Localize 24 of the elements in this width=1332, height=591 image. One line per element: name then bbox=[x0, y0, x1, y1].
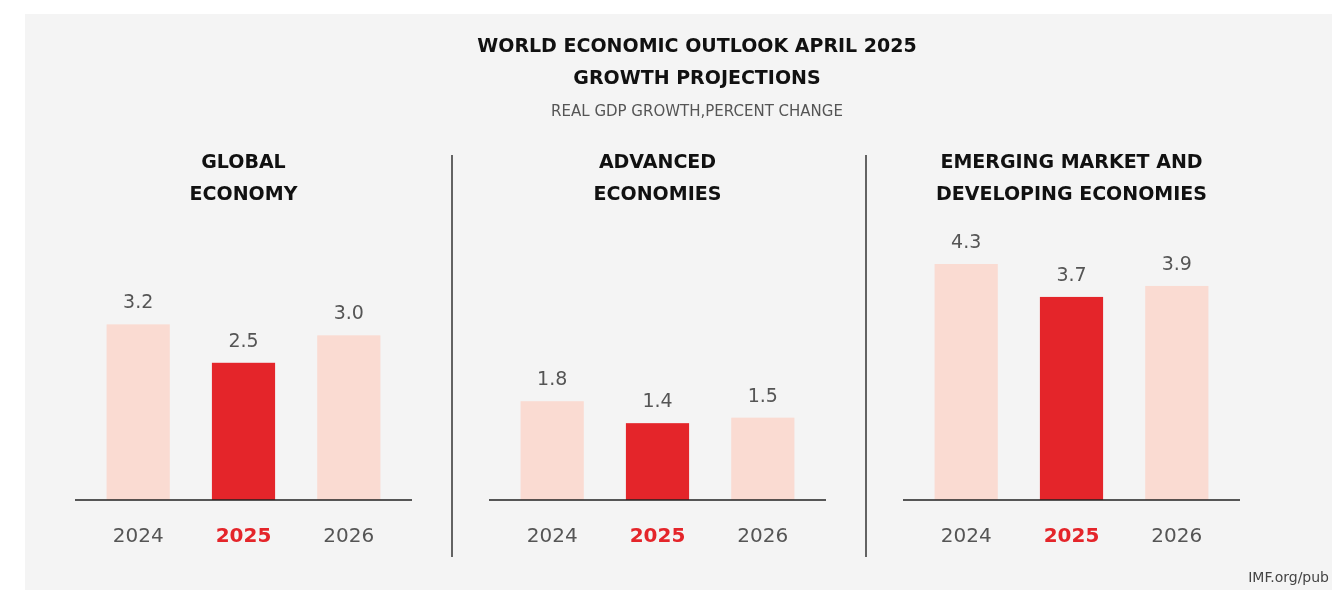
data-label: 4.3 bbox=[951, 230, 982, 252]
data-label: 3.7 bbox=[1056, 262, 1087, 285]
data-label: 1.4 bbox=[642, 389, 673, 412]
text: REAL GDP GROWTH,PERCENT CHANGE bbox=[551, 102, 843, 120]
x-tick-label: 2024 bbox=[940, 523, 992, 547]
x-tick-label: 2025 bbox=[1043, 523, 1100, 547]
data-label: 2.5 bbox=[228, 328, 259, 351]
x-tick-label: 2026 bbox=[1151, 523, 1203, 547]
x-tick-label: 2024 bbox=[112, 523, 164, 547]
x-tick-label: 2026 bbox=[323, 523, 375, 547]
chart-title: GLOBAL ECONOMY bbox=[189, 150, 298, 204]
x-tick-label: 2024 bbox=[526, 523, 578, 547]
data-label: 3.2 bbox=[123, 290, 154, 313]
data-label: 3.9 bbox=[1161, 251, 1192, 274]
x-tick-label: 2025 bbox=[215, 523, 272, 547]
x-tick-label: 2025 bbox=[629, 523, 686, 547]
data-label: 3.0 bbox=[333, 301, 364, 324]
text: WORLD ECONOMIC OUTLOOK APRIL 2025 GROWTH PROJECTIONS bbox=[477, 34, 917, 88]
text: IMF.org/pub bbox=[1248, 569, 1330, 585]
x-tick-label: 2026 bbox=[737, 523, 789, 547]
data-label: 1.8 bbox=[537, 367, 568, 390]
data-label: 1.5 bbox=[747, 383, 778, 406]
chart-title: EMERGING MARKET AND DEVELOPING ECONOMIES bbox=[936, 150, 1207, 204]
chart-title: ADVANCED ECONOMIES bbox=[593, 150, 722, 204]
